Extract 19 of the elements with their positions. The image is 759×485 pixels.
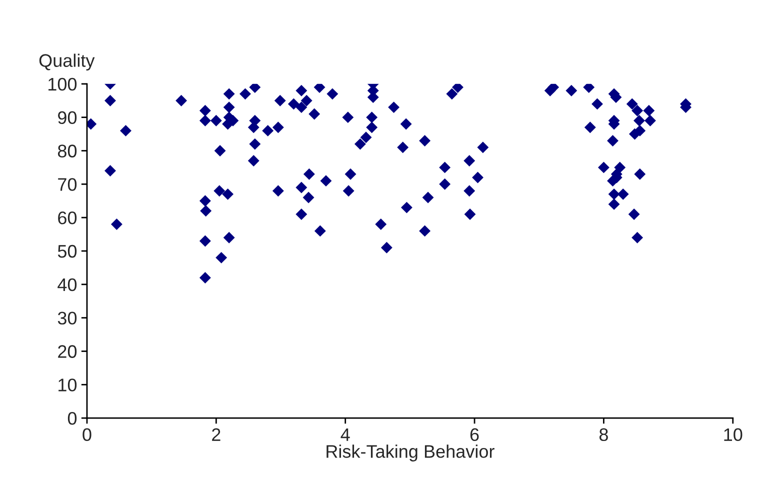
y-tick-label: 90 — [58, 111, 77, 124]
y-tick-label: 40 — [58, 278, 77, 292]
y-tick-label: 10 — [58, 378, 77, 392]
y-tick-label: 80 — [58, 144, 77, 158]
x-axis-title: Risk-Taking Behavior — [326, 444, 494, 462]
x-tick-label: 4 — [340, 428, 350, 441]
x-tick-label: 2 — [212, 428, 220, 441]
y-tick-label: 20 — [58, 345, 77, 358]
x-tick-label: 6 — [470, 428, 479, 442]
y-tick-label: 50 — [58, 244, 77, 258]
y-tick-label: 100 — [48, 78, 77, 91]
y-tick-label: 0 — [68, 412, 77, 425]
x-tick-label: 10 — [724, 428, 742, 442]
y-axis-title: Quality — [39, 54, 95, 71]
y-tick-label: 30 — [58, 312, 77, 325]
y-tick-label: 60 — [58, 212, 77, 224]
y-tick-label: 70 — [58, 178, 77, 191]
x-tick-label: 0 — [82, 428, 92, 442]
x-tick-label: 8 — [599, 428, 608, 442]
